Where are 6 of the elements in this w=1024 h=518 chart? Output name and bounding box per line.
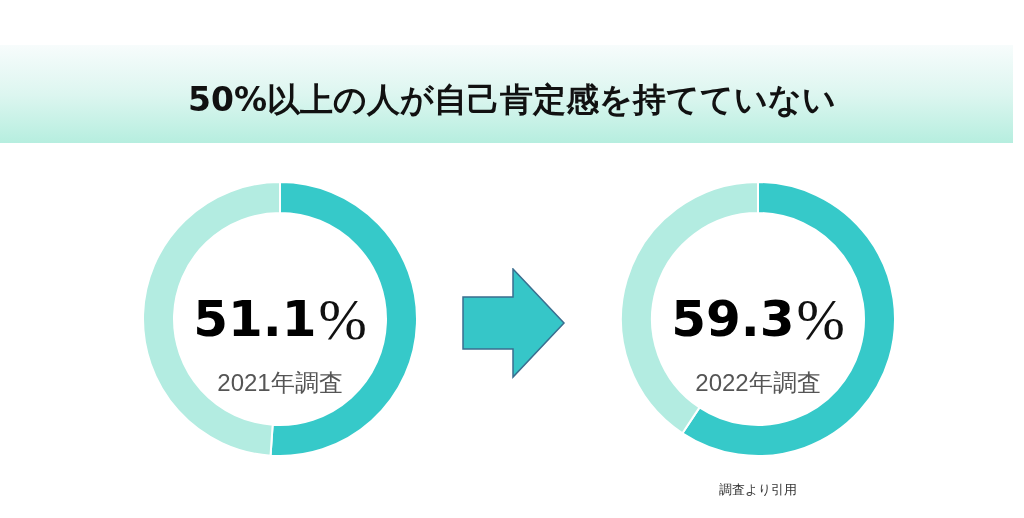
data-label: 59.3%	[671, 286, 845, 352]
text: 2022年調査	[695, 368, 821, 396]
text: 50%以上の人が自己肯定感を持てていない	[188, 79, 836, 121]
text: 調査より引用	[719, 482, 797, 497]
text: 2021年調査	[217, 368, 343, 396]
data-label: 51.1%	[193, 286, 367, 352]
